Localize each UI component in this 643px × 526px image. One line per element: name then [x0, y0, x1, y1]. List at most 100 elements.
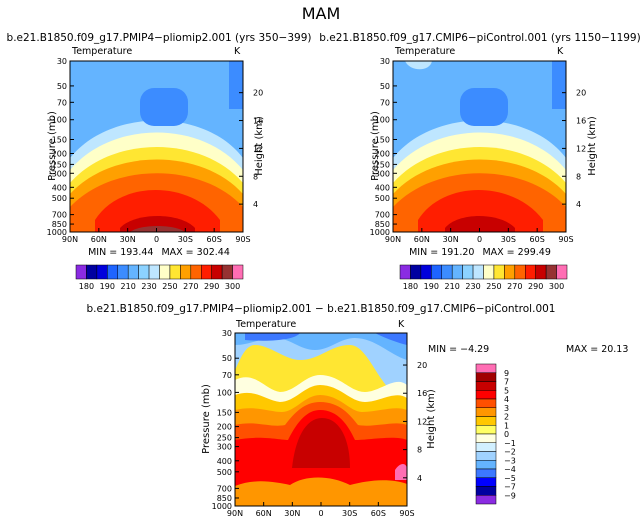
y-tick-label: 50: [222, 354, 232, 363]
x-tick-label: 90N: [227, 509, 243, 518]
x-tick-label: 0: [154, 235, 159, 244]
colorbar-swatch: [399, 264, 411, 280]
min-max-label: MIN = 191.20 MAX = 299.49: [409, 247, 551, 258]
colorbar-swatch: [475, 433, 497, 443]
colorbar-label: 290: [204, 282, 219, 291]
colorbar-label: 290: [528, 282, 543, 291]
x-tick-label: 30S: [342, 509, 357, 518]
colorbar-swatch: [475, 416, 497, 426]
colorbar-swatch: [462, 264, 474, 280]
x-tick-label: 0: [318, 509, 323, 518]
y2-tick-label: 8: [253, 172, 258, 181]
colorbar-swatch: [431, 264, 442, 280]
x-tick-label: 30S: [178, 235, 193, 244]
contour-field: [70, 61, 243, 232]
figure-title: MAM: [302, 4, 341, 23]
colorbar-swatch: [86, 264, 98, 280]
colorbar-swatch: [535, 264, 547, 280]
y-tick-label: 150: [217, 408, 232, 417]
y2-tick-label: 20: [576, 89, 586, 98]
colorbar-label: 0: [504, 430, 509, 439]
colorbar-label: 300: [225, 282, 240, 291]
colorbar-label: 270: [507, 282, 522, 291]
y2-tick-label: 12: [576, 144, 586, 153]
colorbar-label: 1: [504, 421, 509, 430]
y-tick-label: 700: [52, 211, 67, 220]
colorbar-label: 250: [486, 282, 501, 291]
x-tick-label: 30N: [443, 235, 459, 244]
panel-pliomip2: b.e21.B1850.f09_g17.PMIP4−pliomip2.001 (…: [7, 32, 312, 258]
y-tick-label: 30: [380, 57, 390, 66]
colorbar-swatch: [117, 264, 129, 280]
y-axis-label: Pressure (mb): [201, 384, 212, 454]
panel-picontrol: b.e21.B1850.f09_g17.CMIP6−piControl.001 …: [319, 32, 640, 258]
y-tick-label: 500: [52, 194, 67, 203]
colorbar-label: −3: [504, 456, 516, 465]
y-tick-label: 300: [375, 169, 390, 178]
colorbar-swatch: [475, 398, 497, 408]
colorbar-swatch: [475, 468, 497, 478]
y2-tick-label: 12: [253, 144, 263, 153]
colorbar-swatch: [475, 451, 497, 461]
y2-tick-label: 16: [417, 389, 427, 398]
colorbar-label: 210: [121, 282, 136, 291]
x-tick-label: 0: [477, 235, 482, 244]
colorbar-swatch: [475, 381, 497, 391]
colorbar-swatch: [483, 264, 495, 280]
x-tick-label: 90S: [235, 235, 250, 244]
colorbar-swatch: [475, 407, 497, 417]
colorbar-swatch: [475, 477, 497, 487]
colorbar-swatch: [410, 264, 422, 280]
min-label: MIN = −4.29: [428, 344, 489, 355]
colorbar-label: 7: [504, 378, 509, 387]
x-tick-label: 60N: [414, 235, 430, 244]
colorbar-swatch: [441, 264, 453, 280]
y-tick-label: 700: [217, 484, 232, 493]
colorbar-swatch: [472, 264, 484, 280]
x-tick-label: 90N: [385, 235, 401, 244]
units-label: K: [398, 319, 405, 330]
y2-axis-label: Height (km): [254, 116, 265, 176]
y-tick-label: 1000: [370, 228, 390, 237]
colorbar-swatch: [514, 264, 526, 280]
x-tick-label: 90S: [399, 509, 414, 518]
panel-difference: b.e21.B1850.f09_g17.PMIP4−pliomip2.001 −…: [87, 303, 628, 507]
colorbar-swatch: [75, 264, 87, 280]
units-label: K: [234, 46, 241, 57]
colorbar-label: 250: [162, 282, 177, 291]
colorbar-swatch: [127, 264, 139, 280]
colorbar-swatch: [169, 264, 181, 280]
y-tick-label: 150: [52, 135, 67, 144]
colorbar-swatch: [493, 264, 505, 280]
y-tick-label: 30: [57, 57, 67, 66]
y-tick-label: 100: [217, 388, 232, 397]
y-tick-label: 70: [57, 98, 67, 107]
x-tick-label: 90S: [558, 235, 573, 244]
colorbar-label: −9: [504, 491, 516, 500]
x-tick-label: 30N: [120, 235, 136, 244]
colorbar-swatch: [556, 264, 568, 280]
y-tick-label: 50: [380, 82, 390, 91]
colorbar-swatch: [159, 264, 171, 280]
y-tick-label: 300: [217, 443, 232, 452]
y-tick-label: 100: [375, 116, 390, 125]
y-tick-label: 70: [222, 371, 232, 380]
colorbar-label: 190: [100, 282, 115, 291]
colorbar-swatch: [190, 264, 202, 280]
contour-field: [235, 333, 407, 506]
units-label: K: [557, 46, 564, 57]
y2-tick-label: 16: [253, 117, 263, 126]
y-axis-label: Pressure (mb): [370, 111, 381, 181]
y-tick-label: 250: [375, 160, 390, 169]
y2-tick-label: 20: [417, 361, 427, 370]
y-tick-label: 1000: [212, 502, 232, 511]
colorbar-label: 190: [424, 282, 439, 291]
y-tick-label: 850: [375, 220, 390, 229]
y-tick-label: 400: [52, 183, 67, 192]
colorbar-swatch: [475, 486, 497, 496]
colorbar-label: −5: [504, 474, 516, 483]
colorbar-swatch: [475, 442, 497, 452]
y2-tick-label: 20: [253, 89, 263, 98]
panel-title: b.e21.B1850.f09_g17.PMIP4−pliomip2.001 (…: [7, 32, 312, 44]
